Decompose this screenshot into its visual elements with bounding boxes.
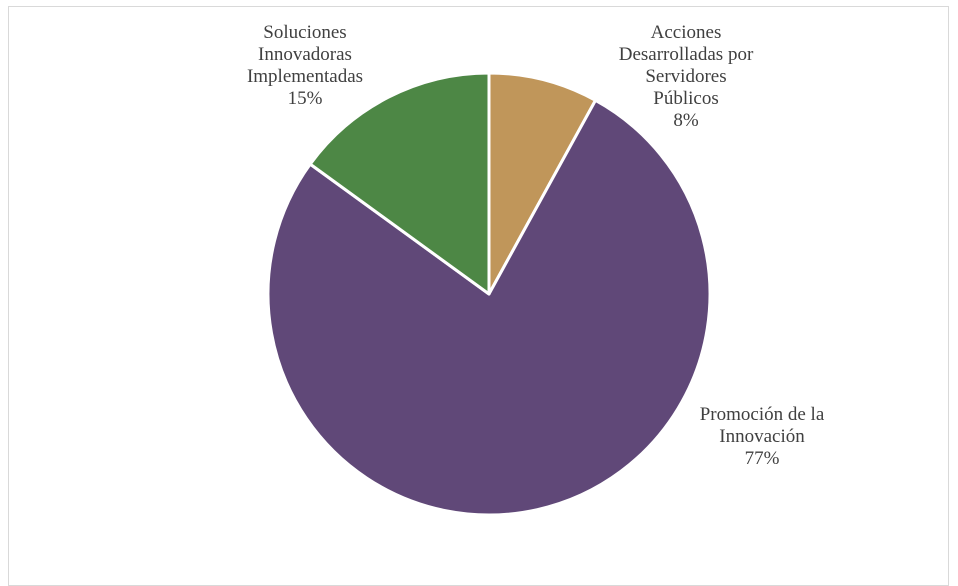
slice-label-1: Acciones Desarrolladas por Servidores Públi… — [619, 22, 754, 131]
pie-slices — [266, 71, 712, 517]
slice-label-line: Acciones — [651, 22, 722, 43]
slice-label-line: Desarrolladas por — [619, 44, 754, 65]
slice-label-line: Promoción de la — [700, 404, 825, 425]
pie-labels: Acciones Desarrolladas por Servidores Públi… — [247, 22, 825, 469]
slice-label-line: Innovación — [719, 426, 805, 447]
slice-label-line: Soluciones — [263, 22, 346, 43]
slice-label-line: Servidores — [645, 66, 726, 87]
slice-percent: 8% — [673, 110, 699, 131]
slice-label-3: Soluciones Innovadoras Implementadas 15% — [247, 22, 363, 109]
slice-label-2: Promoción de la Innovación 77% — [700, 404, 825, 469]
slice-label-line: Innovadoras — [258, 44, 352, 65]
pie-slice-3 — [308, 71, 491, 296]
pie-slice-1 — [487, 71, 597, 296]
slice-percent: 15% — [288, 88, 323, 109]
slice-label-line: Públicos — [653, 88, 718, 109]
pie-slice-2 — [266, 98, 712, 517]
slice-label-line: Implementadas — [247, 66, 363, 87]
slice-percent: 77% — [745, 448, 780, 469]
